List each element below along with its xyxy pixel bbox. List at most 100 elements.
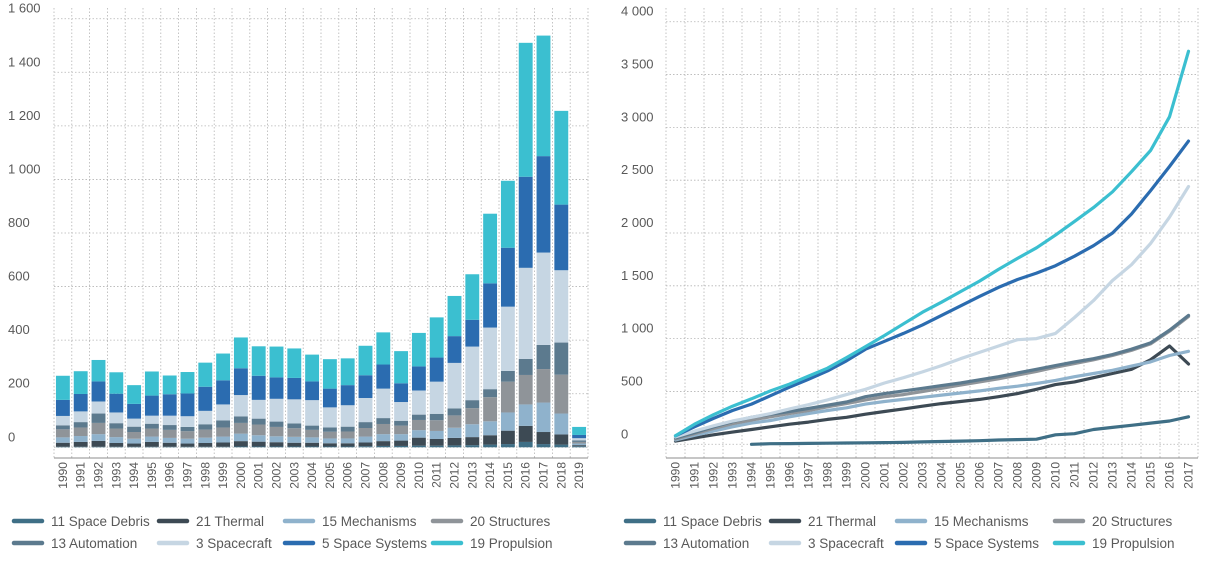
bar-11-space-debris-1994	[127, 446, 142, 448]
bar-11-space-debris-1992	[91, 446, 106, 448]
bar-5-space-systems-1993	[109, 393, 124, 413]
bar-13-automation-2004	[305, 425, 320, 430]
bar-20-structures-2006	[340, 431, 355, 439]
x-tick-label: 2007	[992, 462, 1006, 489]
bar-11-space-debris-2000	[233, 446, 248, 448]
bar-11-space-debris-1998	[198, 446, 213, 448]
x-tick-label: 2002	[270, 462, 284, 489]
bar-3-spacecraft-2005	[322, 407, 337, 428]
bar-21-thermal-2015	[500, 430, 515, 445]
x-tick-label: 2008	[376, 462, 390, 489]
x-tick-label: 2006	[973, 462, 987, 489]
x-tick-label: 1991	[688, 462, 702, 489]
bar-15-mechanisms-2000	[233, 433, 248, 442]
x-tick-label: 1994	[127, 462, 141, 489]
bar-3-spacecraft-2016	[518, 267, 533, 359]
bar-13-automation-1997	[180, 426, 195, 432]
y-tick-label: 0	[621, 426, 628, 441]
x-tick-label: 2011	[1068, 462, 1082, 488]
x-tick-label: 1993	[109, 462, 123, 489]
bar-5-space-systems-1992	[91, 381, 106, 402]
bar-15-mechanisms-1997	[180, 438, 195, 444]
bar-11-space-debris-2009	[394, 445, 409, 448]
bar-11-space-debris-2004	[305, 446, 320, 448]
bar-15-mechanisms-2011	[429, 430, 444, 439]
bar-20-structures-1999	[216, 427, 231, 437]
bar-11-space-debris-1999	[216, 446, 231, 448]
y-tick-label: 500	[621, 373, 643, 388]
legend-label-19-propulsion: 19 Propulsion	[1092, 536, 1175, 551]
bar-11-space-debris-2011	[429, 445, 444, 448]
bar-20-structures-2018	[554, 374, 569, 414]
bar-13-automation-1995	[144, 423, 159, 429]
bar-3-spacecraft-1996	[162, 415, 177, 426]
legend-label-3-spacecraft: 3 Spacecraft	[808, 536, 884, 551]
bar-13-automation-2003	[287, 423, 302, 429]
x-tick-label: 2017	[1182, 462, 1196, 489]
bar-21-thermal-1997	[180, 443, 195, 447]
bar-19-propulsion-2013	[465, 274, 480, 320]
bar-13-automation-2015	[500, 370, 515, 382]
bar-21-thermal-1992	[91, 440, 106, 447]
y-tick-label: 1 500	[621, 268, 654, 283]
bar-20-structures-2010	[411, 419, 426, 431]
x-tick-label: 2018	[554, 462, 568, 489]
bar-19-propulsion-1993	[109, 372, 124, 394]
line-5-space-systems	[673, 139, 1191, 438]
bar-21-thermal-2019	[572, 445, 587, 447]
x-tick-label: 2002	[897, 462, 911, 489]
bar-3-spacecraft-1997	[180, 416, 195, 427]
bar-20-structures-2015	[500, 381, 515, 413]
bar-13-automation-1999	[216, 420, 231, 428]
bar-19-propulsion-1997	[180, 372, 195, 394]
bar-13-automation-1996	[162, 425, 177, 430]
bar-11-space-debris-2003	[287, 446, 302, 448]
bar-3-spacecraft-2006	[340, 405, 355, 427]
bar-19-propulsion-2009	[394, 351, 409, 384]
x-tick-label: 2013	[1106, 462, 1120, 489]
bar-20-structures-2007	[358, 428, 373, 437]
bar-19-propulsion-2001	[251, 346, 266, 376]
bar-13-automation-1998	[198, 424, 213, 430]
bar-5-space-systems-1999	[216, 380, 231, 405]
bar-20-structures-2014	[483, 397, 498, 422]
bar-21-thermal-2001	[251, 441, 266, 447]
bar-11-space-debris-1990	[55, 446, 70, 448]
bar-3-spacecraft-2014	[483, 327, 498, 390]
x-tick-label: 1994	[745, 462, 759, 489]
bar-3-spacecraft-2007	[358, 398, 373, 423]
bar-5-space-systems-2008	[376, 364, 391, 389]
bar-15-mechanisms-2014	[483, 421, 498, 436]
bar-11-space-debris-2006	[340, 446, 355, 448]
x-tick-label: 2006	[341, 462, 355, 489]
bar-21-thermal-2004	[305, 442, 320, 447]
bar-5-space-systems-2000	[233, 368, 248, 396]
bar-3-spacecraft-2000	[233, 395, 248, 417]
bar-15-mechanisms-2007	[358, 436, 373, 443]
line-15-mechanisms	[673, 349, 1191, 442]
bar-3-spacecraft-1990	[55, 415, 70, 426]
y-tick-label: 1 600	[8, 1, 41, 16]
x-tick-label: 2008	[1011, 462, 1025, 489]
bar-3-spacecraft-2015	[500, 306, 515, 371]
bar-3-spacecraft-2010	[411, 390, 426, 415]
x-tick-label: 2004	[305, 462, 319, 489]
line-11-space-debris	[749, 415, 1191, 446]
bar-20-structures-2019	[572, 441, 587, 444]
bar-20-structures-2012	[447, 415, 462, 428]
x-tick-label: 2019	[572, 462, 586, 489]
bar-21-thermal-2012	[447, 437, 462, 446]
bar-20-structures-1992	[91, 422, 106, 435]
bar-19-propulsion-1999	[216, 353, 231, 381]
bar-13-automation-2002	[269, 421, 284, 427]
bar-21-thermal-2009	[394, 440, 409, 446]
bar-5-space-systems-2016	[518, 176, 533, 268]
bar-13-automation-2018	[554, 342, 569, 375]
stacked-bar-chart: 0 200 400 600 800 1 000 1 200 1 400 1 600 1990 199…	[8, 1, 589, 489]
x-tick-label: 1998	[198, 462, 212, 489]
bar-3-spacecraft-2019	[572, 438, 587, 441]
bar-13-automation-1990	[55, 425, 70, 430]
x-tick-label: 1999	[216, 462, 230, 489]
bar-5-space-systems-2010	[411, 366, 426, 391]
bar-13-automation-2006	[340, 426, 355, 432]
